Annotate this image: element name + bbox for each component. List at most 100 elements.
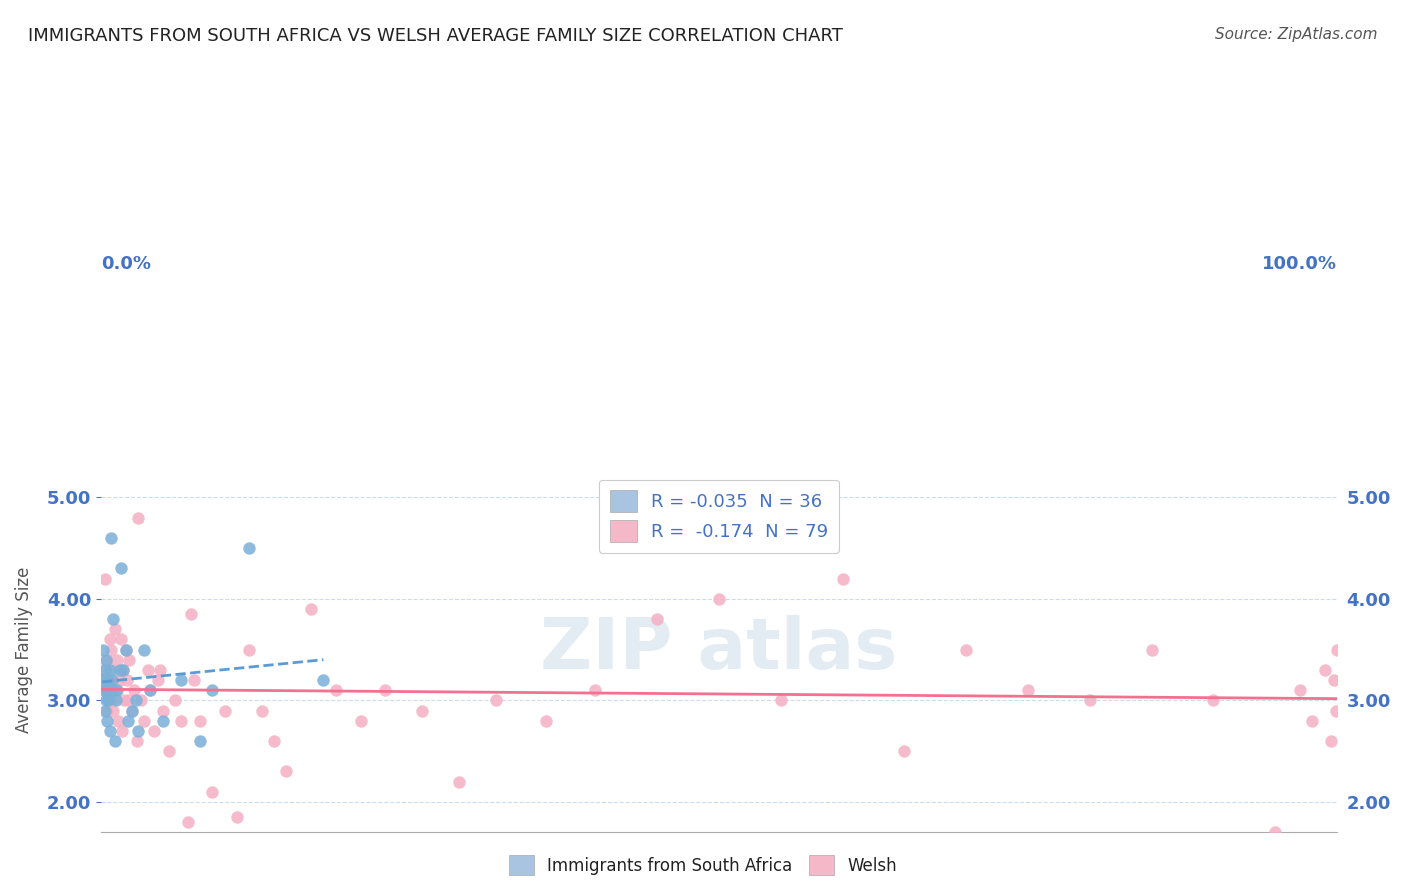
- Point: [411, 704, 433, 718]
- Point: [149, 663, 172, 677]
- Point: [534, 714, 557, 728]
- Point: [117, 693, 139, 707]
- Text: IMMIGRANTS FROM SOUTH AFRICA VS WELSH AVERAGE FAMILY SIZE CORRELATION CHART: IMMIGRANTS FROM SOUTH AFRICA VS WELSH AV…: [28, 27, 844, 45]
- Point: [1078, 693, 1101, 707]
- Point: [831, 572, 853, 586]
- Y-axis label: Average Family Size: Average Family Size: [15, 566, 32, 733]
- Point: [103, 704, 125, 718]
- Point: [100, 642, 122, 657]
- Point: [108, 673, 131, 687]
- Point: [93, 683, 115, 698]
- Text: 0.0%: 0.0%: [101, 255, 150, 273]
- Point: [134, 642, 156, 657]
- Point: [1288, 683, 1310, 698]
- Point: [96, 683, 118, 698]
- Point: [110, 632, 132, 647]
- Point: [201, 785, 224, 799]
- Point: [125, 734, 148, 748]
- Point: [349, 714, 371, 728]
- Point: [101, 673, 124, 687]
- Point: [118, 653, 141, 667]
- Point: [112, 663, 135, 677]
- Point: [114, 642, 136, 657]
- Point: [146, 673, 169, 687]
- Point: [96, 653, 118, 667]
- Point: [103, 734, 125, 748]
- Point: [98, 663, 121, 677]
- Point: [1319, 734, 1341, 748]
- Point: [94, 683, 117, 698]
- Point: [129, 693, 152, 707]
- Point: [100, 531, 122, 545]
- Point: [1301, 714, 1323, 728]
- Point: [110, 561, 132, 575]
- Point: [121, 704, 143, 718]
- Point: [152, 704, 174, 718]
- Point: [139, 683, 162, 698]
- Point: [170, 673, 193, 687]
- Point: [94, 693, 117, 707]
- Point: [97, 693, 120, 707]
- Point: [1313, 663, 1336, 677]
- Text: 100.0%: 100.0%: [1263, 255, 1337, 273]
- Point: [485, 693, 508, 707]
- Point: [238, 541, 260, 555]
- Point: [97, 693, 120, 707]
- Point: [276, 764, 298, 779]
- Point: [112, 663, 135, 677]
- Point: [226, 810, 249, 824]
- Point: [312, 673, 335, 687]
- Point: [769, 693, 792, 707]
- Point: [143, 723, 166, 738]
- Point: [134, 714, 156, 728]
- Text: Source: ZipAtlas.com: Source: ZipAtlas.com: [1215, 27, 1378, 42]
- Point: [180, 607, 202, 621]
- Legend: Immigrants from South Africa, Welsh: Immigrants from South Africa, Welsh: [502, 848, 904, 882]
- Point: [157, 744, 180, 758]
- Point: [1326, 642, 1348, 657]
- Point: [139, 683, 162, 698]
- Point: [127, 510, 149, 524]
- Point: [104, 683, 127, 698]
- Point: [214, 704, 236, 718]
- Point: [104, 693, 127, 707]
- Point: [103, 683, 125, 698]
- Point: [114, 693, 136, 707]
- Point: [91, 663, 114, 677]
- Point: [101, 693, 124, 707]
- Point: [98, 673, 121, 687]
- Point: [124, 683, 146, 698]
- Point: [250, 704, 273, 718]
- Point: [115, 673, 138, 687]
- Point: [93, 673, 115, 687]
- Point: [117, 714, 139, 728]
- Point: [103, 612, 125, 626]
- Point: [103, 663, 125, 677]
- Point: [183, 673, 205, 687]
- Point: [188, 714, 211, 728]
- Point: [176, 815, 198, 830]
- Text: ZIP atlas: ZIP atlas: [540, 615, 897, 684]
- Point: [374, 683, 396, 698]
- Point: [1140, 642, 1163, 657]
- Point: [98, 723, 121, 738]
- Point: [201, 683, 224, 698]
- Point: [1264, 825, 1286, 839]
- Point: [96, 714, 118, 728]
- Point: [263, 734, 285, 748]
- Point: [103, 623, 125, 637]
- Point: [107, 714, 129, 728]
- Point: [91, 673, 114, 687]
- Point: [96, 704, 118, 718]
- Point: [136, 663, 159, 677]
- Point: [127, 723, 149, 738]
- Point: [93, 642, 115, 657]
- Point: [1017, 683, 1039, 698]
- Point: [170, 714, 193, 728]
- Point: [114, 642, 136, 657]
- Point: [98, 632, 121, 647]
- Point: [124, 693, 146, 707]
- Point: [583, 683, 606, 698]
- Point: [93, 704, 115, 718]
- Point: [121, 704, 143, 718]
